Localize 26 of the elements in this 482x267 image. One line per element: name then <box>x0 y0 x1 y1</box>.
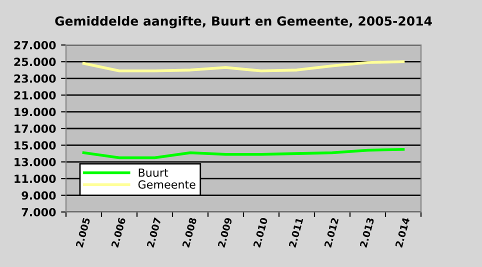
x-tick-label: 2.013 <box>360 218 374 248</box>
x-tick-label: 2.008 <box>182 217 197 248</box>
legend-label: Gemeente <box>138 180 196 189</box>
legend-label: Buurt <box>138 168 168 177</box>
x-tick-label: 2.007 <box>146 218 162 248</box>
line-series <box>82 148 405 160</box>
x-tick-label: 2.011 <box>288 217 304 248</box>
y-tick-label: 9.000 <box>22 191 56 200</box>
x-tick-label: 2.005 <box>76 217 90 248</box>
x-tick-label: 2.014 <box>395 217 410 248</box>
y-tick-label: 25.000 <box>14 58 56 66</box>
y-tick-label: 13.000 <box>14 158 56 166</box>
y-tick-label: 17.000 <box>14 124 56 133</box>
y-tick-label: 7.000 <box>22 208 56 216</box>
x-tick-label: 2.009 <box>218 217 232 248</box>
x-tick-label: 2.006 <box>111 217 126 248</box>
y-tick-label: 11.000 <box>14 174 56 183</box>
y-tick-label: 23.000 <box>14 74 56 83</box>
y-tick-label: 27.000 <box>14 40 56 50</box>
x-tick-label: 2.012 <box>324 218 339 248</box>
x-tick-label: 2.010 <box>253 217 268 248</box>
line-series <box>82 60 405 72</box>
y-tick-label: 21.000 <box>14 91 56 100</box>
y-tick-label: 15.000 <box>14 141 56 150</box>
chart-title: Gemiddelde aangifte, Buurt en Gemeente, 2005-2014 <box>55 16 432 28</box>
y-tick-label: 19.000 <box>14 108 56 116</box>
